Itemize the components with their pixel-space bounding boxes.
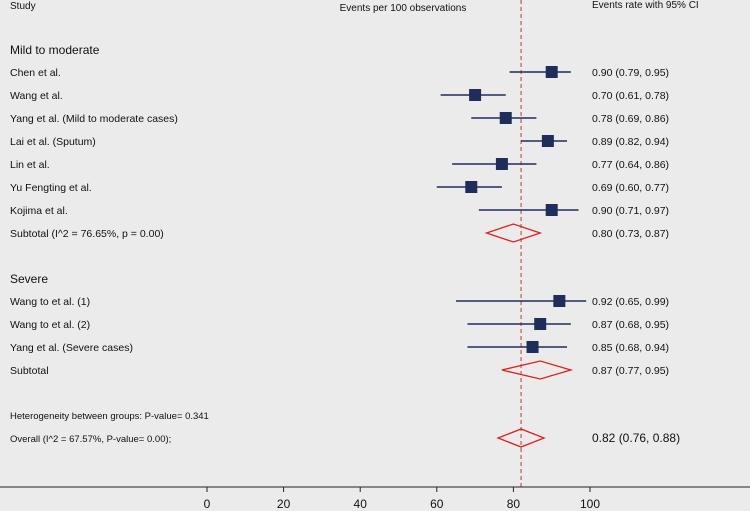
ci-value: 0.92 (0.65, 0.99) bbox=[592, 296, 669, 308]
study-label: Lin et al. bbox=[10, 159, 50, 171]
subtotal-ci-value: 0.87 (0.77, 0.95) bbox=[592, 365, 669, 377]
point-estimate-marker bbox=[465, 181, 478, 193]
point-estimate-marker bbox=[526, 341, 539, 353]
x-tick-label: 0 bbox=[204, 497, 211, 511]
point-estimate-marker bbox=[469, 89, 482, 101]
ci-value: 0.69 (0.60, 0.77) bbox=[592, 182, 669, 194]
point-estimate-marker bbox=[499, 112, 512, 124]
point-estimate-marker bbox=[534, 318, 547, 330]
point-estimate-marker bbox=[553, 295, 566, 307]
header-axis-title: Events per 100 observations bbox=[340, 3, 467, 14]
x-tick-label: 20 bbox=[277, 497, 291, 511]
point-estimate-marker bbox=[545, 66, 558, 78]
subtotal-diamond bbox=[501, 360, 574, 380]
x-tick-label: 60 bbox=[430, 497, 444, 511]
study-label: Yu Fengting et al. bbox=[10, 182, 92, 194]
study-label: Wang et al. bbox=[10, 90, 63, 102]
point-estimate-marker bbox=[545, 204, 558, 216]
subtotal-label: Subtotal (I^2 = 76.65%, p = 0.00) bbox=[10, 228, 164, 240]
subtotal-label: Subtotal bbox=[10, 365, 49, 377]
ci-value: 0.87 (0.68, 0.95) bbox=[592, 319, 669, 331]
ci-value: 0.77 (0.64, 0.86) bbox=[592, 159, 669, 171]
study-label: Lai et al. (Sputum) bbox=[10, 136, 96, 148]
overall-label: Overall (I^2 = 67.57%, P-value= 0.00); bbox=[10, 434, 171, 445]
study-label: Wang to et al. (1) bbox=[10, 296, 90, 308]
study-label: Yang et al. (Severe cases) bbox=[10, 342, 133, 354]
x-tick-label: 100 bbox=[580, 497, 600, 511]
ci-value: 0.70 (0.61, 0.78) bbox=[592, 90, 669, 102]
overall-ci-value: 0.82 (0.76, 0.88) bbox=[592, 431, 680, 445]
point-estimate-marker bbox=[541, 135, 554, 147]
ci-value: 0.78 (0.69, 0.86) bbox=[592, 113, 669, 125]
ci-value: 0.89 (0.82, 0.94) bbox=[592, 136, 669, 148]
group-heading: Mild to moderate bbox=[10, 43, 100, 57]
x-tick-label: 40 bbox=[354, 497, 368, 511]
overall-diamond bbox=[496, 428, 546, 448]
subtotal-ci-value: 0.80 (0.73, 0.87) bbox=[592, 228, 669, 240]
ci-value: 0.90 (0.71, 0.97) bbox=[592, 205, 669, 217]
study-label: Kojima et al. bbox=[10, 205, 68, 217]
header-study: Study bbox=[10, 1, 36, 12]
group-heading: Severe bbox=[10, 272, 48, 286]
subtotal-diamond bbox=[484, 223, 543, 243]
heterogeneity-text: Heterogeneity between groups: P-value= 0… bbox=[10, 411, 209, 422]
ci-value: 0.90 (0.79, 0.95) bbox=[592, 67, 669, 79]
x-tick-label: 80 bbox=[507, 497, 521, 511]
study-label: Wang to et al. (2) bbox=[10, 319, 90, 331]
ci-value: 0.85 (0.68, 0.94) bbox=[592, 342, 669, 354]
header-estimate: Events rate with 95% CI bbox=[592, 0, 699, 11]
point-estimate-marker bbox=[495, 158, 508, 170]
study-label: Yang et al. (Mild to moderate cases) bbox=[10, 113, 178, 125]
study-label: Chen et al. bbox=[10, 67, 61, 79]
